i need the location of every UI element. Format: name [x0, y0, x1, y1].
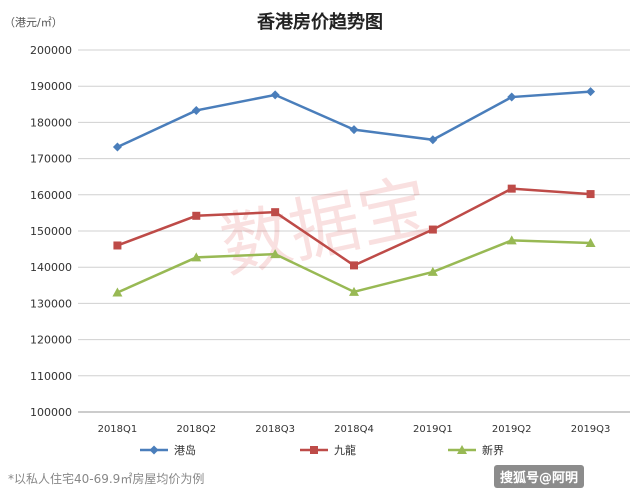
- watermark: 数据宝: [214, 165, 436, 289]
- legend-marker: [457, 445, 467, 454]
- x-tick-label: 2018Q1: [98, 424, 138, 435]
- legend-item: 新界: [448, 443, 504, 457]
- chart-title: 香港房价趋势图: [257, 12, 383, 33]
- footnote: *以私人住宅40-69.9㎡房屋均价为例: [8, 472, 205, 486]
- data-point: [112, 287, 123, 297]
- x-tick-label: 2018Q2: [176, 424, 216, 435]
- data-point: [192, 211, 201, 220]
- y-tick-label: 160000: [30, 189, 72, 202]
- data-point: [428, 135, 438, 145]
- data-point: [270, 90, 280, 100]
- data-point: [349, 286, 359, 296]
- data-point: [586, 87, 596, 97]
- series-1: [113, 184, 595, 270]
- y-tick-label: 200000: [30, 44, 72, 57]
- y-tick-label: 150000: [30, 225, 72, 238]
- data-point: [270, 249, 281, 259]
- y-tick-label: 180000: [30, 116, 72, 129]
- data-point: [350, 261, 358, 270]
- data-point: [191, 252, 202, 262]
- y-tick-label: 120000: [30, 334, 72, 347]
- data-point: [506, 235, 517, 245]
- legend-item: 港岛: [140, 443, 196, 457]
- data-point: [191, 105, 201, 115]
- legend-label: 九龍: [334, 443, 356, 457]
- data-point: [349, 125, 359, 135]
- y-tick-label: 190000: [30, 80, 72, 93]
- legend-label: 新界: [482, 443, 504, 457]
- data-point: [585, 237, 596, 247]
- series-line: [116, 90, 591, 149]
- legend: 港岛 九龍 新界: [140, 443, 504, 457]
- y-tick-label: 130000: [30, 297, 72, 310]
- data-point: [271, 208, 280, 217]
- legend-label: 港岛: [174, 443, 196, 457]
- y-axis-unit-label: （港元/㎡）: [4, 16, 63, 29]
- series-lines: [112, 87, 596, 297]
- y-tick-label: 110000: [30, 370, 72, 383]
- series-0: [112, 87, 596, 152]
- source-badge: 搜狐号@阿明: [494, 465, 585, 488]
- legend-marker: [310, 446, 318, 454]
- legend-item: 九龍: [300, 443, 356, 457]
- data-point: [586, 190, 595, 199]
- y-tick-label: 140000: [30, 261, 72, 274]
- x-tick-label: 2019Q2: [492, 424, 532, 435]
- x-tick-label: 2019Q1: [413, 424, 453, 435]
- legend-marker: [149, 445, 159, 455]
- gridlines: [78, 49, 630, 413]
- data-point: [427, 266, 438, 276]
- y-axis-ticks: 100000 110000 120000 130000 140000 150000 1600…: [30, 44, 72, 419]
- x-axis-ticks: 2018Q1 2018Q2 2018Q3 2018Q4 2019Q1 2019Q2 2019…: [98, 424, 611, 435]
- x-tick-label: 2018Q4: [334, 424, 374, 435]
- y-tick-label: 170000: [30, 153, 72, 166]
- series-2: [112, 235, 596, 297]
- x-tick-label: 2018Q3: [255, 424, 295, 435]
- y-tick-label: 100000: [30, 406, 72, 419]
- x-tick-label: 2019Q3: [571, 424, 611, 435]
- data-point: [112, 142, 122, 152]
- data-point: [507, 184, 516, 193]
- data-point: [113, 241, 122, 250]
- data-point: [428, 225, 437, 234]
- data-point: [507, 92, 517, 102]
